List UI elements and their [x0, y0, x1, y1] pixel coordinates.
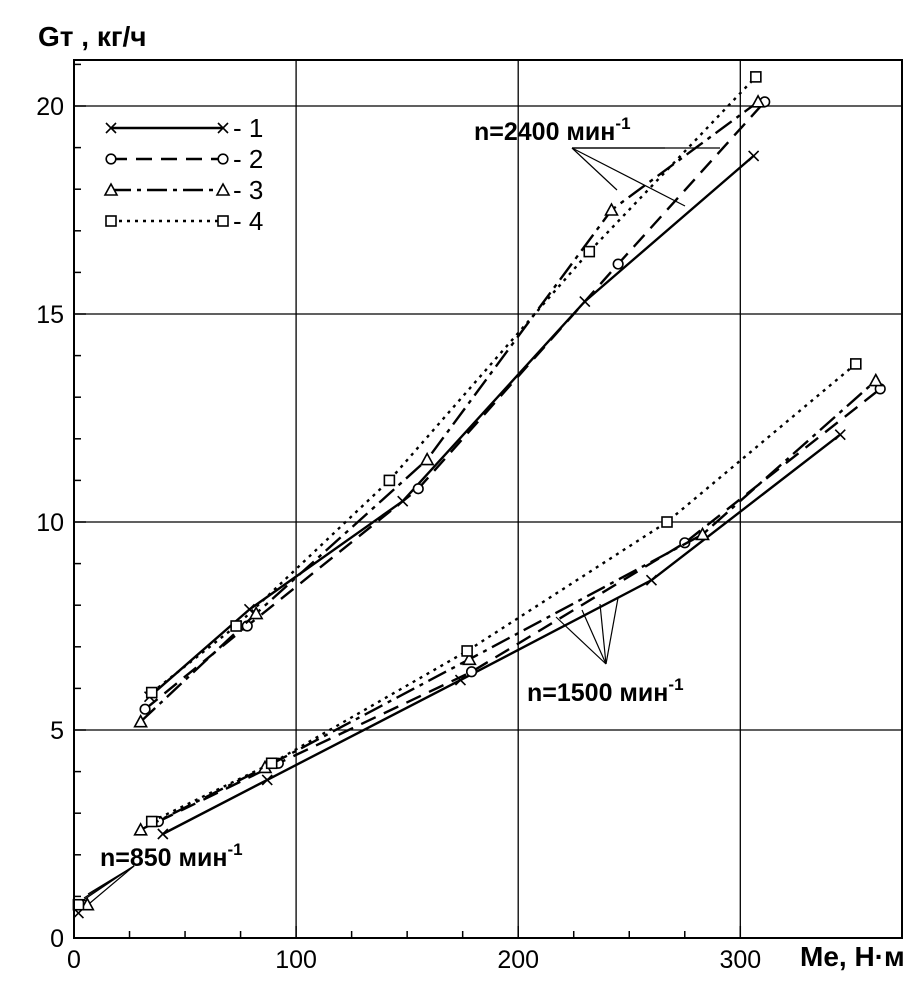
x-marker	[645, 574, 658, 586]
x-tick-label: 200	[497, 946, 539, 974]
triangle-marker	[750, 94, 766, 108]
legend-entry-1: - 1	[105, 113, 263, 143]
annotation-text: n=2400 мин-1	[474, 114, 631, 146]
leader-line	[605, 597, 619, 665]
circle-marker	[217, 153, 229, 165]
annotation-sup: -1	[615, 114, 630, 133]
annotation-sup: -1	[668, 675, 683, 694]
annotation-main: n=850 мин	[100, 844, 228, 872]
plot-frame	[73, 59, 903, 939]
triangle-marker	[79, 897, 95, 911]
x-marker	[261, 774, 273, 786]
annotation-text: n=850 мин-1	[100, 840, 243, 872]
annotation-n1500: n=1500 мин-1	[527, 597, 684, 707]
triangle-marker	[133, 822, 148, 836]
leader-line	[89, 865, 135, 904]
leader-line	[571, 147, 618, 191]
y-axis-title-text: Gт , кг/ч	[38, 21, 147, 52]
series-3-n2400	[133, 94, 766, 728]
x-tick-label: 100	[275, 946, 317, 974]
leader-line	[581, 609, 607, 665]
legend-background	[96, 112, 276, 240]
series-4-n1500	[145, 358, 862, 828]
annotation-main: n=2400 мин	[474, 118, 615, 146]
leader-line	[571, 147, 686, 207]
square-marker	[461, 645, 473, 657]
leader-line	[87, 865, 135, 895]
triangle-marker	[248, 605, 264, 620]
triangle-marker	[215, 182, 231, 196]
legend-label: - 2	[233, 144, 263, 174]
square-marker	[217, 215, 229, 227]
x-marker	[217, 122, 229, 134]
series-4-n2400	[145, 71, 762, 699]
x-marker	[748, 150, 760, 162]
square-marker	[849, 358, 862, 370]
triangle-marker	[695, 526, 710, 541]
x-marker	[105, 122, 117, 134]
annotation-text: n=1500 мин-1	[527, 675, 684, 707]
triangle-marker	[419, 451, 435, 466]
triangle-marker	[868, 372, 884, 387]
series-line	[162, 433, 841, 836]
triangle-marker	[461, 651, 477, 666]
series-layer	[72, 71, 886, 919]
leader-line	[555, 616, 607, 665]
square-marker	[105, 215, 117, 227]
leader-line	[599, 603, 607, 665]
triangle-marker	[604, 202, 619, 216]
series-3-n1500	[133, 372, 884, 836]
triangle-marker	[133, 714, 148, 728]
y-tick-label: 10	[36, 509, 64, 537]
legend-label: - 3	[233, 175, 263, 205]
y-tick-label: 0	[50, 925, 64, 953]
circle-marker	[612, 258, 624, 270]
circle-marker	[105, 153, 117, 165]
legend: - 1- 2- 3- 4	[103, 113, 263, 236]
x-marker	[157, 828, 169, 840]
series-line	[151, 362, 857, 823]
x-marker	[834, 429, 846, 441]
annotations: n=2400 мин-1n=1500 мин-1n=850 мин-1	[81, 114, 720, 904]
square-marker	[145, 686, 158, 699]
y-tick-label: 15	[36, 301, 64, 329]
x-axis-title-text: Mе, Н·м	[800, 941, 905, 972]
legend-entry-3: - 3	[103, 175, 263, 205]
y-tick-label: 5	[50, 717, 64, 745]
legend-entry-4: - 4	[105, 206, 263, 236]
y-tick-label: 20	[36, 93, 64, 121]
square-marker	[383, 474, 396, 487]
circle-marker	[465, 666, 478, 678]
legend-entry-2: - 2	[105, 144, 263, 174]
x-tick-label: 300	[719, 946, 761, 974]
legend-label: - 1	[233, 113, 263, 143]
grid	[74, 60, 902, 938]
square-marker	[661, 516, 673, 528]
circle-marker	[412, 483, 424, 495]
annotation-n850: n=850 мин-1	[81, 840, 243, 904]
annotation-main: n=1500 мин	[527, 679, 668, 707]
series-1-n1500	[157, 429, 846, 840]
square-marker	[750, 71, 762, 83]
annotation-sup: -1	[228, 840, 243, 859]
legend-label: - 4	[233, 206, 263, 236]
x-axis-title: Mе, Н·м	[800, 941, 905, 972]
series-line	[140, 379, 877, 831]
square-marker	[230, 620, 242, 632]
x-tick-label: 0	[67, 946, 81, 974]
square-marker	[583, 245, 596, 258]
square-marker	[145, 815, 158, 828]
axes: 0 100 200 300 0 5 10 15 20	[36, 59, 903, 974]
square-marker	[265, 757, 278, 770]
y-axis-title: Gт , кг/ч	[38, 21, 147, 52]
circle-marker	[139, 703, 151, 715]
triangle-marker	[103, 182, 119, 196]
series-2-n1500	[152, 383, 886, 828]
annotation-n2400: n=2400 мин-1	[474, 114, 720, 207]
series-3-n850	[79, 897, 95, 911]
